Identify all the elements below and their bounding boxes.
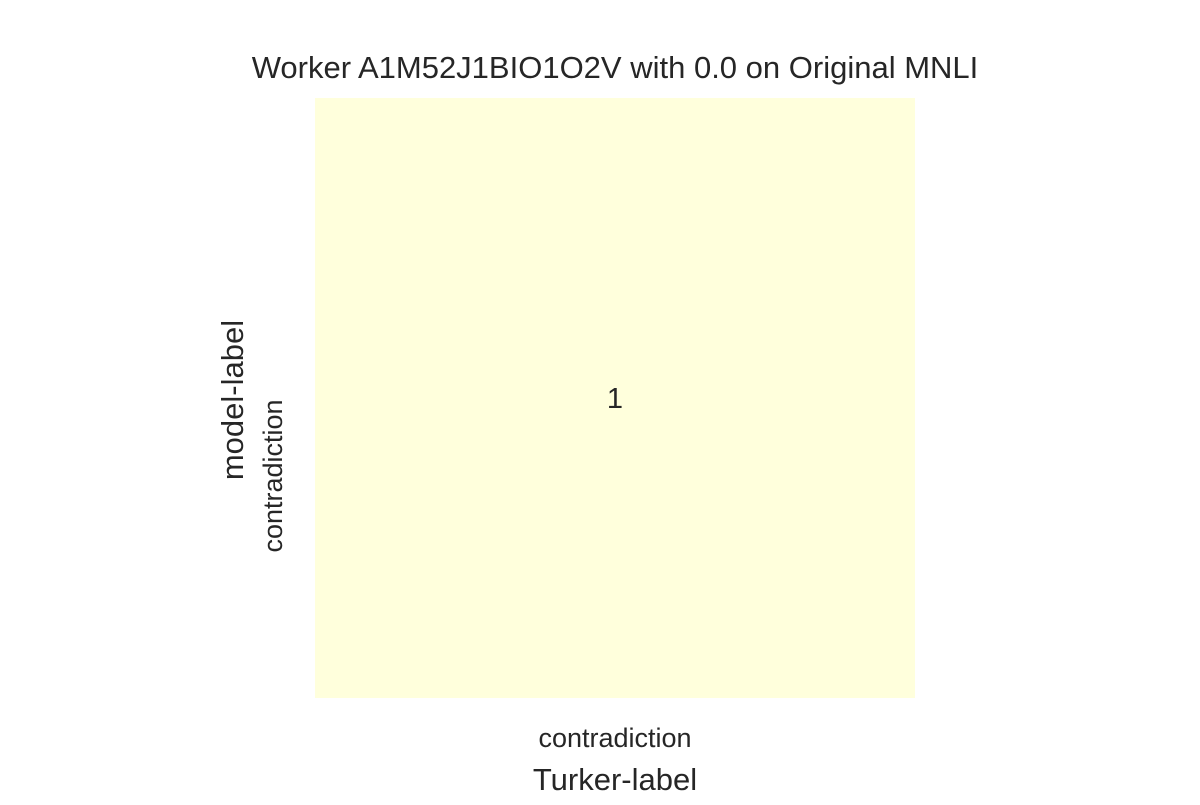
cell-value-label: 1	[607, 383, 623, 415]
x-axis-label: Turker-label	[533, 762, 697, 797]
heatmap-cell	[315, 98, 915, 698]
chart-title: Worker A1M52J1BIO1O2V with 0.0 on Origin…	[252, 50, 979, 85]
x-tick-label: contradiction	[538, 723, 691, 753]
y-tick-label: contradiction	[258, 399, 288, 552]
heatmap-cells: 1	[315, 98, 915, 698]
x-tick-labels: contradiction	[538, 723, 691, 753]
y-axis-label: model-label	[215, 320, 250, 480]
y-tick-labels: contradiction	[258, 399, 288, 552]
